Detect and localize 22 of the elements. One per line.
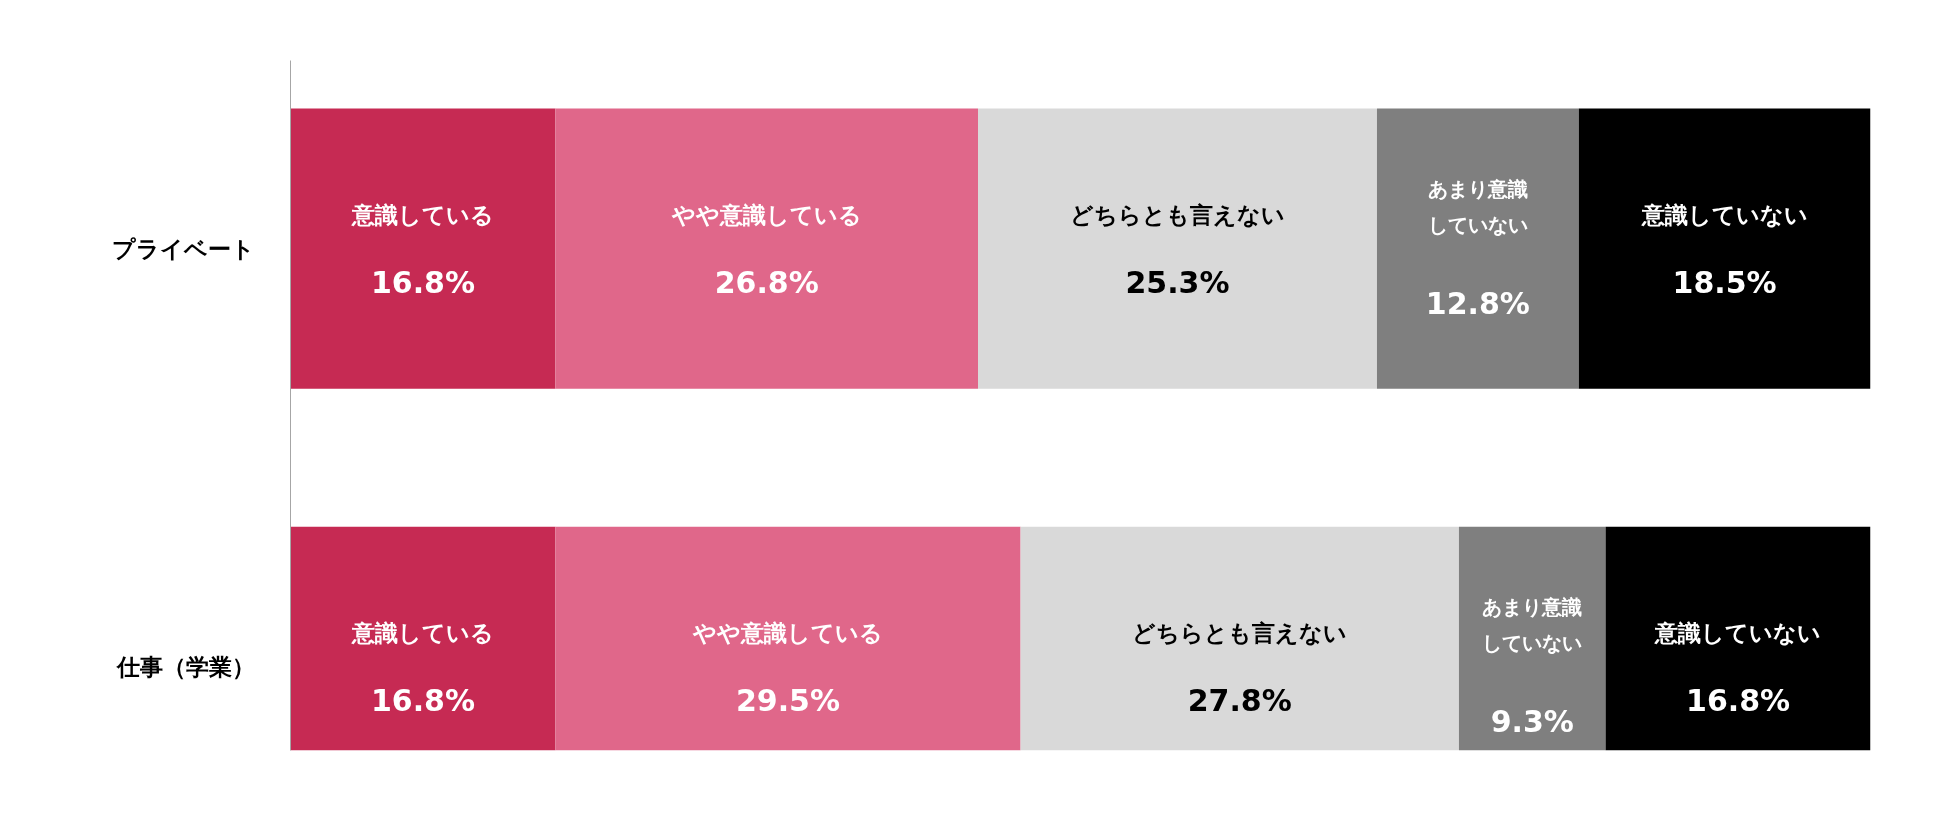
series-label: 意識している	[350, 202, 494, 229]
data-label: 9.3%	[1490, 703, 1574, 739]
data-label: 18.5%	[1672, 264, 1777, 300]
data-label: 16.8%	[1686, 682, 1791, 718]
data-label: 26.8%	[714, 264, 819, 300]
series-label: やや意識している	[670, 202, 862, 229]
data-label: 29.5%	[735, 682, 841, 718]
data-label: 16.8%	[370, 682, 475, 718]
y-tick-label: 仕事（学業）	[115, 653, 255, 680]
text: やや意識している	[692, 620, 883, 647]
series-label: あまり意識していない	[1482, 595, 1583, 656]
text: 意識していない	[1641, 202, 1808, 229]
series-label: どちらとも言えない	[1069, 202, 1285, 229]
data-label: 25.3%	[1125, 264, 1230, 300]
data-label: 27.8%	[1187, 682, 1292, 718]
text: 意識している	[351, 620, 494, 647]
y-tick-label: プライベート	[111, 235, 255, 262]
data-label: 12.8%	[1425, 285, 1530, 321]
text: あまり意識していない	[1427, 176, 1528, 237]
text: どちらとも言えない	[1132, 620, 1348, 647]
data-label: 16.8%	[370, 264, 475, 300]
series-label: 意識していない	[1654, 620, 1822, 647]
